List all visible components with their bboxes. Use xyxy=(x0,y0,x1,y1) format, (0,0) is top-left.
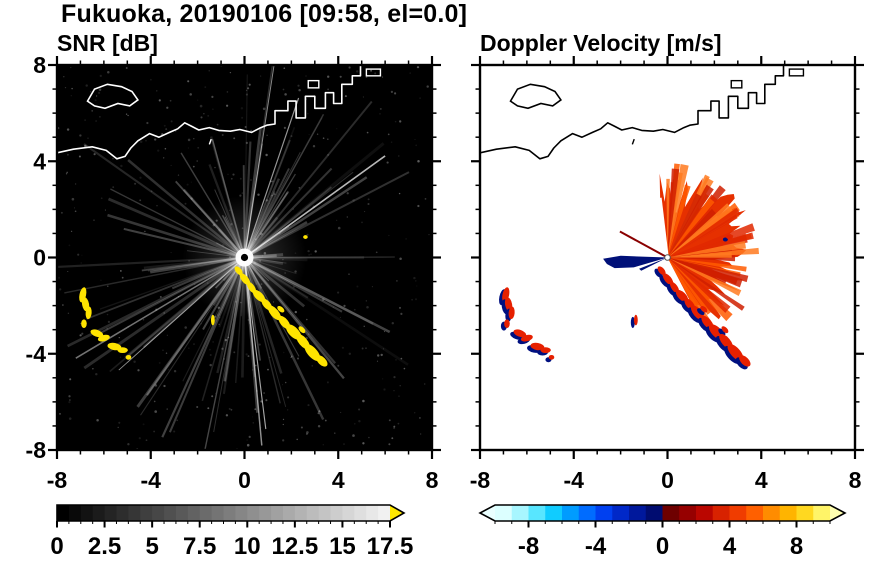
svg-text:8: 8 xyxy=(790,533,803,560)
svg-text:-8: -8 xyxy=(470,467,491,493)
svg-text:0: 0 xyxy=(238,467,251,493)
snr-colorbar: 0 2.5 5 7.5 10 12.5 15 17.5 xyxy=(50,504,414,560)
coastline xyxy=(480,65,785,160)
snr-colorbar-over-arrow xyxy=(390,505,404,521)
svg-text:4: 4 xyxy=(332,467,345,493)
velocity-colorbar-under-arrow xyxy=(480,505,495,521)
svg-text:-4: -4 xyxy=(141,467,162,493)
harbor-block xyxy=(730,79,743,89)
approaching-velocity-wedge xyxy=(603,255,668,269)
harbor-block xyxy=(365,68,382,77)
svg-text:-4: -4 xyxy=(585,533,607,560)
velocity-colorbar-over-arrow xyxy=(830,505,845,521)
svg-text:8: 8 xyxy=(33,52,46,78)
svg-text:4: 4 xyxy=(723,533,737,560)
velocity-plot-area xyxy=(480,65,855,450)
snr-speckle-noise xyxy=(57,65,430,450)
svg-text:0: 0 xyxy=(656,533,669,560)
coastline xyxy=(57,65,362,160)
svg-text:0: 0 xyxy=(661,467,674,493)
harbor-block xyxy=(307,79,320,89)
svg-text:8: 8 xyxy=(849,467,862,493)
radar-site-dot xyxy=(664,254,671,261)
svg-text:12.5: 12.5 xyxy=(271,533,318,560)
snr-clutter-echoes xyxy=(79,235,328,367)
velocity-axes: -8 -4 0 4 8 xyxy=(470,56,864,493)
svg-text:2.5: 2.5 xyxy=(88,533,121,560)
svg-text:0: 0 xyxy=(33,245,46,271)
svg-text:4: 4 xyxy=(755,467,768,493)
island-outline xyxy=(86,83,140,110)
figure-title: Fukuoka, 20190106 [09:58, el=0.0] xyxy=(61,0,468,28)
svg-text:17.5: 17.5 xyxy=(367,533,414,560)
svg-text:-4: -4 xyxy=(564,467,585,493)
svg-text:7.5: 7.5 xyxy=(183,533,216,560)
velocity-clutter-echoes xyxy=(499,235,751,370)
harbor-block xyxy=(788,68,805,77)
island-outline xyxy=(509,83,563,110)
svg-text:-8: -8 xyxy=(518,533,539,560)
svg-text:-8: -8 xyxy=(26,437,47,463)
svg-text:5: 5 xyxy=(145,533,158,560)
velocity-panel-title: Doppler Velocity [m/s] xyxy=(480,30,722,56)
svg-text:4: 4 xyxy=(33,148,46,174)
svg-text:15: 15 xyxy=(329,533,356,560)
svg-text:-4: -4 xyxy=(26,341,47,367)
svg-text:0: 0 xyxy=(50,533,63,560)
radar-site-dot xyxy=(240,253,249,262)
svg-text:-8: -8 xyxy=(47,467,68,493)
fan-gap-ray xyxy=(659,197,669,258)
thin-negative-ray xyxy=(619,230,668,259)
velocity-colorbar: -8 -4 0 4 8 xyxy=(478,504,847,560)
svg-text:10: 10 xyxy=(234,533,261,560)
snr-radial-streaks xyxy=(57,65,410,450)
svg-text:8: 8 xyxy=(426,467,439,493)
snr-panel-title: SNR [dB] xyxy=(57,30,158,56)
snr-axes: -8 -4 0 4 8 8 4 0 -4 -8 xyxy=(26,52,441,493)
snr-plot-area xyxy=(57,65,432,450)
